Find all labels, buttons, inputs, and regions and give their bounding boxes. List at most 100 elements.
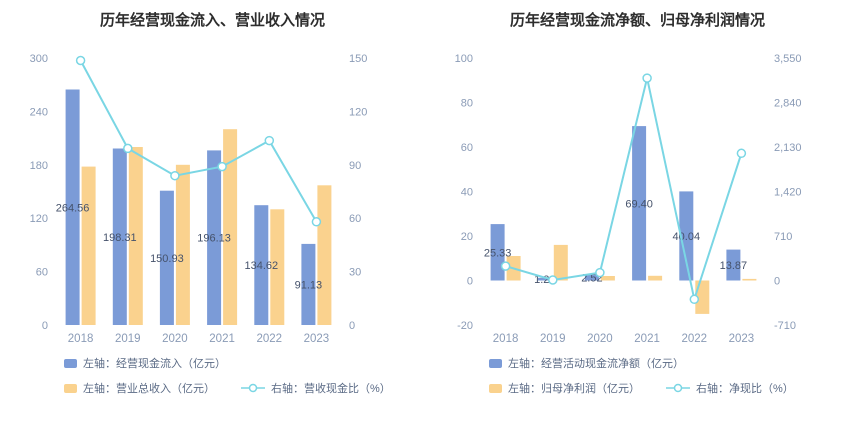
net-cashflow-profit-chart: 历年经营现金流净额、归母净利润情况 100 80 60 40 20 0 -20 3,550 2,… bbox=[425, 0, 850, 437]
bar-value-label: 13.87 bbox=[720, 260, 748, 272]
legend-row: 左轴：归母净利润（亿元） 右轴：净现比（%） bbox=[489, 380, 850, 396]
legend-row: 左轴：经营现金流入（亿元） bbox=[64, 355, 425, 371]
x-axis-label: 2021 bbox=[209, 333, 235, 345]
legend-item-net-cashflow[interactable]: 左轴：经营活动现金流净额（亿元） bbox=[489, 355, 684, 371]
x-axis-label: 2019 bbox=[115, 333, 141, 345]
x-axis-label: 2023 bbox=[729, 333, 755, 345]
line-marker[interactable] bbox=[217, 161, 227, 172]
chart-title: 历年经营现金流净额、归母净利润情况 bbox=[509, 12, 765, 29]
legend-item-revenue-cash-ratio[interactable]: 右轴：营收现金比（%） bbox=[241, 380, 391, 396]
net-cashflow-profit-chart-canvas: 100 80 60 40 20 0 -20 3,550 2,840 2,130 1,420 710 0 -… bbox=[455, 53, 802, 345]
left-axis-tick-label: 240 bbox=[30, 106, 48, 118]
bar[interactable] bbox=[128, 147, 143, 325]
bar[interactable] bbox=[175, 164, 190, 325]
bar[interactable] bbox=[553, 244, 568, 281]
legend-label: 右轴：营收现金比（%） bbox=[271, 383, 391, 395]
left-axis-tick-label: 60 bbox=[36, 267, 48, 279]
bar[interactable] bbox=[270, 209, 285, 325]
bar[interactable] bbox=[317, 185, 332, 325]
left-axis-tick-label: 300 bbox=[30, 53, 48, 65]
x-axis-label: 2019 bbox=[540, 333, 566, 345]
legend-row: 左轴：经营活动现金流净额（亿元） bbox=[489, 355, 850, 371]
legend-label: 左轴：经营活动现金流净额（亿元） bbox=[508, 358, 684, 370]
line-marker[interactable] bbox=[500, 261, 511, 271]
line-marker[interactable] bbox=[548, 275, 558, 285]
left-axis-tick-label: -20 bbox=[457, 320, 473, 332]
right-axis-tick-label: 3,550 bbox=[774, 53, 802, 65]
x-axis-label: 2018 bbox=[68, 333, 94, 345]
legend: 左轴：经营活动现金流净额（亿元） 左轴：归母净利润（亿元） 右轴：净现比（%） bbox=[425, 353, 850, 396]
right-axis-tick-label: 710 bbox=[774, 231, 792, 243]
line-marker[interactable] bbox=[123, 143, 133, 154]
legend-row: 左轴：营业总收入（亿元） 右轴：营收现金比（%） bbox=[64, 380, 425, 396]
bar[interactable] bbox=[632, 126, 647, 281]
right-axis-tick-label: 2,840 bbox=[774, 98, 802, 110]
bar[interactable] bbox=[679, 191, 694, 281]
left-axis-tick-label: 60 bbox=[461, 142, 473, 154]
legend: 左轴：经营现金流入（亿元） 左轴：营业总收入（亿元） 右轴：营收现金比（%） bbox=[0, 353, 425, 396]
right-axis-tick-label: 150 bbox=[349, 53, 367, 65]
left-axis-tick-label: 120 bbox=[30, 213, 48, 225]
bar[interactable] bbox=[81, 166, 96, 325]
cyan-line-swatch-icon bbox=[666, 383, 690, 393]
x-axis-label: 2022 bbox=[256, 333, 282, 345]
bar[interactable] bbox=[600, 276, 615, 281]
right-axis-tick-label: 1,420 bbox=[774, 187, 802, 199]
line-marker[interactable] bbox=[736, 148, 747, 159]
legend-item-net-profit[interactable]: 左轴：归母净利润（亿元） bbox=[489, 380, 640, 396]
bar-value-label: 69.40 bbox=[625, 198, 653, 210]
bar[interactable] bbox=[648, 275, 663, 281]
bar-value-label: 91.13 bbox=[295, 279, 323, 291]
x-axis-label: 2020 bbox=[162, 333, 188, 345]
legend-item-total-revenue[interactable]: 左轴：营业总收入（亿元） bbox=[64, 380, 215, 396]
bar-value-label: 25.33 bbox=[484, 247, 512, 259]
cash-inflow-revenue-chart: 历年经营现金流入、营业收入情况 300 240 180 120 60 0 150 120 90 6… bbox=[0, 12, 425, 396]
right-axis-tick-label: 0 bbox=[349, 320, 355, 332]
line-marker[interactable] bbox=[311, 217, 322, 227]
left-axis-tick-label: 0 bbox=[467, 276, 473, 288]
orange-bar-swatch-icon bbox=[489, 383, 502, 393]
bar-value-label: 198.31 bbox=[103, 232, 137, 244]
blue-bar-swatch-icon bbox=[64, 358, 77, 368]
ratio-line bbox=[79, 60, 318, 223]
x-axis-label: 2018 bbox=[493, 333, 519, 345]
x-axis-label: 2021 bbox=[634, 333, 660, 345]
legend-item-cash-inflow[interactable]: 左轴：经营现金流入（亿元） bbox=[64, 355, 226, 371]
bar[interactable] bbox=[726, 249, 741, 281]
bar[interactable] bbox=[65, 89, 80, 326]
right-axis-tick-label: 60 bbox=[349, 213, 361, 225]
line-marker[interactable] bbox=[75, 55, 86, 66]
orange-bar-swatch-icon bbox=[64, 383, 77, 393]
legend-label: 左轴：营业总收入（亿元） bbox=[83, 383, 215, 395]
bar[interactable] bbox=[223, 129, 238, 325]
legend-label: 左轴：经营现金流入（亿元） bbox=[83, 358, 226, 370]
blue-bar-swatch-icon bbox=[489, 358, 502, 368]
bar[interactable] bbox=[301, 243, 316, 325]
bar[interactable] bbox=[695, 280, 710, 314]
x-axis-label: 2023 bbox=[304, 333, 330, 345]
right-axis-tick-label: 30 bbox=[349, 267, 361, 279]
line-marker[interactable] bbox=[595, 267, 605, 278]
line-marker[interactable] bbox=[689, 294, 700, 305]
legend-label: 左轴：归母净利润（亿元） bbox=[508, 383, 640, 395]
line-marker[interactable] bbox=[170, 170, 180, 181]
bar-value-label: 150.93 bbox=[150, 253, 184, 265]
right-axis-tick-label: 90 bbox=[349, 160, 361, 172]
bar[interactable] bbox=[254, 205, 269, 325]
bar[interactable] bbox=[584, 274, 599, 281]
chart-title: 历年经营现金流入、营业收入情况 bbox=[99, 12, 325, 29]
right-axis-tick-label: 2,130 bbox=[774, 142, 802, 154]
x-axis-label: 2020 bbox=[587, 333, 613, 345]
bar[interactable] bbox=[742, 278, 757, 281]
bar[interactable] bbox=[537, 277, 552, 281]
line-marker[interactable] bbox=[264, 135, 275, 146]
line-marker[interactable] bbox=[642, 73, 652, 83]
legend-item-net-cash-ratio[interactable]: 右轴：净现比（%） bbox=[666, 380, 794, 396]
bar[interactable] bbox=[159, 190, 174, 325]
bar[interactable] bbox=[112, 148, 127, 326]
legend-label: 右轴：净现比（%） bbox=[696, 383, 794, 395]
left-axis-tick-label: 40 bbox=[461, 187, 473, 199]
bar-value-label: 196.13 bbox=[197, 233, 231, 245]
bar[interactable] bbox=[207, 150, 222, 325]
